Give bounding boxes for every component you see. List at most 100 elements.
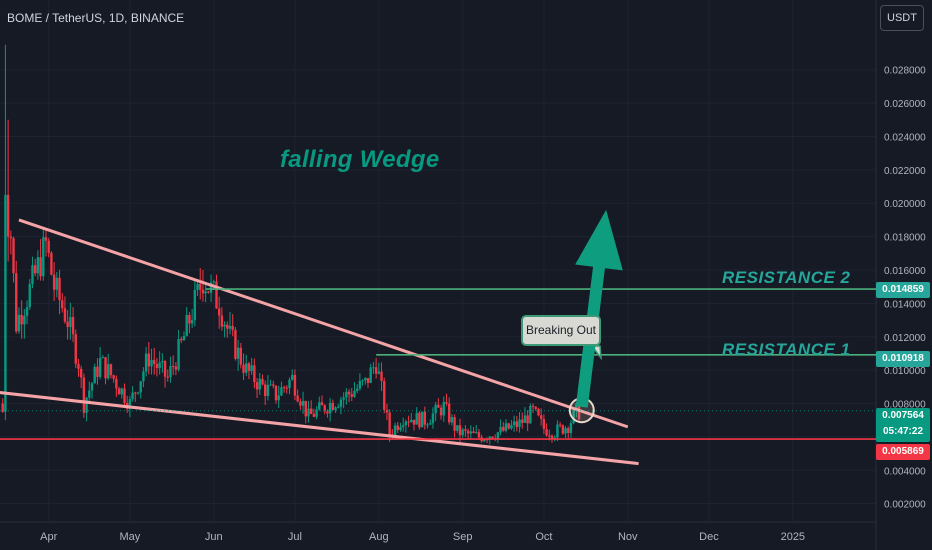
candle-body	[561, 425, 565, 434]
candle-body	[399, 426, 402, 431]
candle-body	[280, 387, 283, 396]
candle-body	[82, 377, 86, 413]
candle-body	[458, 425, 462, 436]
currency-button[interactable]: USDT	[880, 5, 924, 31]
x-tick-label: May	[119, 531, 140, 543]
resistance-1-price-tag: 0.010918	[876, 351, 930, 367]
candle-body	[61, 300, 64, 309]
candle-body	[355, 388, 359, 391]
candle-body	[253, 365, 256, 383]
candle-body	[296, 395, 299, 402]
candle-body	[521, 419, 524, 423]
candle-body	[347, 391, 351, 395]
candle-body	[475, 432, 478, 434]
candle-body	[377, 371, 381, 374]
candle-body	[523, 415, 527, 423]
candle-body	[77, 363, 80, 369]
candle-body	[226, 324, 229, 329]
candle-body	[134, 392, 137, 394]
candle-body	[193, 290, 197, 321]
candle-body	[291, 374, 294, 380]
candle-body	[69, 316, 72, 328]
y-tick-label: 0.026000	[884, 99, 926, 110]
candle-body	[575, 403, 578, 410]
candle-body	[228, 325, 232, 329]
candle-body	[504, 423, 508, 431]
candle-body	[98, 357, 102, 377]
candle-body	[450, 417, 454, 423]
resistance-2-label: RESISTANCE 2	[722, 268, 851, 287]
candle-body	[79, 368, 83, 378]
candle-body	[569, 423, 573, 433]
candle-body	[318, 402, 321, 410]
candle-body	[415, 412, 418, 425]
breakout-arrow	[575, 209, 623, 408]
candle-body	[388, 412, 391, 435]
trend-drawings	[0, 209, 876, 466]
candle-body	[223, 324, 226, 327]
candle-body	[453, 417, 456, 431]
candle-body	[161, 360, 164, 363]
candle-body	[112, 375, 115, 379]
candle-body	[58, 277, 61, 301]
candle-body	[12, 238, 15, 274]
candle-body	[20, 314, 23, 325]
candle-body	[169, 366, 172, 378]
candle-body	[190, 320, 194, 324]
candle-body	[207, 291, 210, 293]
candle-body	[250, 365, 253, 371]
candle-body	[312, 413, 316, 417]
candle-body	[499, 426, 502, 433]
resistance-2-price-tag: 0.014859	[876, 282, 930, 298]
candle-body	[255, 382, 259, 390]
candle-body	[550, 435, 554, 439]
candle-body	[47, 240, 50, 253]
x-tick-label: Jul	[288, 531, 302, 543]
candle-body	[564, 428, 567, 434]
candle-body	[558, 424, 562, 426]
x-tick-label: 2025	[781, 531, 805, 543]
candle-body	[345, 391, 348, 398]
candle-body	[93, 366, 96, 384]
candle-body	[285, 387, 289, 389]
candle-body	[461, 429, 464, 436]
candle-body	[315, 409, 318, 417]
candle-body	[36, 257, 40, 274]
candle-body	[174, 366, 178, 370]
candle-body	[231, 325, 234, 331]
candle-body	[366, 377, 370, 383]
candle-body	[434, 404, 437, 414]
grid-lines	[0, 0, 877, 550]
candle-body	[269, 384, 272, 386]
x-tick-label: Sep	[453, 531, 473, 543]
candle-body	[393, 425, 397, 436]
candle-body	[242, 364, 245, 373]
candle-body	[502, 426, 505, 431]
candle-body	[90, 383, 94, 391]
candle-body	[88, 390, 91, 398]
candle-body	[63, 308, 67, 322]
candle-body	[380, 371, 383, 381]
y-tick-label: 0.018000	[884, 233, 926, 244]
candle-body	[431, 413, 435, 424]
candle-body	[15, 273, 18, 332]
candle-body	[25, 307, 29, 316]
candle-body	[212, 281, 215, 283]
candle-body	[33, 265, 37, 274]
pattern-label: falling Wedge	[280, 146, 440, 173]
candle-body	[9, 236, 13, 239]
candle-body	[383, 380, 386, 410]
candle-body	[166, 376, 169, 378]
x-tick-label: Nov	[618, 531, 638, 543]
candle-body	[553, 437, 556, 439]
candle-body	[23, 315, 26, 325]
candle-body	[331, 402, 335, 410]
candle-body	[301, 400, 305, 406]
candle-body	[136, 392, 140, 394]
current-price-tag: 0.007564 05:47:22	[876, 408, 930, 442]
candle-body	[236, 347, 240, 359]
candle-body	[282, 387, 286, 389]
candle-body	[339, 399, 343, 407]
current-price-value: 0.007564	[882, 410, 924, 421]
